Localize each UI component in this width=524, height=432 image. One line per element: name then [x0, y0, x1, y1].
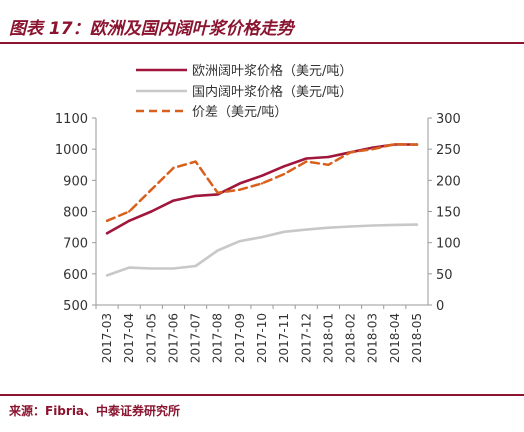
x-tick-label: 2017-10 — [255, 313, 269, 363]
left-tick-label: 800 — [63, 206, 88, 221]
data-point-0 — [105, 232, 109, 235]
series-line-2 — [105, 142, 419, 223]
data-point-1 — [327, 226, 330, 229]
data-point-0 — [238, 182, 242, 185]
data-point-2 — [393, 142, 396, 146]
data-point-0 — [260, 174, 264, 177]
data-point-1 — [194, 264, 197, 268]
data-point-2 — [282, 172, 286, 176]
data-point-0 — [172, 199, 175, 202]
data-point-2 — [194, 160, 197, 163]
left-tick-label: 1000 — [55, 143, 88, 158]
data-point-1 — [238, 239, 242, 243]
data-point-2 — [105, 219, 109, 223]
data-point-2 — [238, 188, 242, 191]
left-tick-label: 600 — [63, 268, 88, 283]
x-tick-label: 2017-08 — [211, 313, 225, 363]
figure-header: 图表 17：欧洲及国内阔叶浆价格走势 — [0, 0, 524, 44]
data-point-1 — [216, 249, 219, 252]
x-tick-label: 2018-01 — [321, 313, 335, 363]
x-tick-label: 2017-03 — [100, 313, 114, 363]
data-point-1 — [282, 230, 286, 233]
data-point-2 — [415, 143, 419, 147]
x-tick-label: 2018-05 — [410, 313, 424, 363]
right-tick-label: 50 — [436, 268, 453, 283]
data-point-2 — [172, 166, 175, 170]
data-point-2 — [349, 151, 352, 154]
legend-label: 价差（美元/吨） — [192, 105, 287, 120]
x-tick-label: 2017-11 — [277, 313, 291, 363]
data-point-1 — [150, 267, 153, 270]
data-point-1 — [415, 223, 419, 226]
right-tick-label: 250 — [436, 143, 461, 158]
data-point-2 — [305, 160, 308, 163]
left-tick-label: 500 — [63, 299, 88, 314]
x-tick-label: 2018-04 — [388, 313, 402, 363]
data-point-1 — [349, 225, 352, 228]
source-rule — [0, 394, 524, 396]
data-point-2 — [216, 191, 219, 194]
data-point-1 — [305, 228, 308, 231]
data-point-1 — [393, 223, 396, 227]
price-line-chart: 500 600 700 800 900 1000 1100 0 50 100 150 200 250 30… — [55, 63, 461, 363]
title-rule — [0, 42, 524, 44]
data-point-2 — [327, 163, 330, 166]
data-point-0 — [327, 155, 330, 159]
right-tick-label: 150 — [436, 206, 461, 221]
data-point-0 — [282, 165, 286, 168]
data-point-0 — [194, 194, 197, 198]
data-point-0 — [150, 210, 153, 213]
series-line-1 — [105, 223, 419, 277]
legend-label: 国内阔叶浆价格（美元/吨） — [192, 84, 352, 100]
x-tick-label: 2017-12 — [299, 313, 313, 363]
left-tick-label: 700 — [63, 237, 88, 252]
x-tick-label: 2017-07 — [189, 313, 203, 363]
data-point-2 — [260, 182, 264, 185]
right-tick-label: 0 — [436, 299, 444, 314]
data-point-1 — [260, 235, 264, 239]
figure-title: 图表 17：欧洲及国内阔叶浆价格走势 — [9, 19, 294, 39]
data-point-0 — [128, 219, 131, 223]
x-tick-label: 2018-02 — [344, 313, 358, 363]
x-tick-label: 2017-04 — [122, 313, 136, 363]
source-note: 来源：Fibria、中泰证券研究所 — [9, 404, 181, 418]
data-point-1 — [172, 267, 175, 270]
legend-label: 欧洲阔叶浆价格（美元/吨） — [192, 63, 352, 79]
x-tick-label: 2017-05 — [144, 313, 158, 363]
data-point-1 — [128, 266, 131, 269]
data-point-0 — [305, 157, 308, 160]
data-point-2 — [371, 147, 374, 151]
x-tick-label: 2018-03 — [366, 313, 380, 363]
data-point-1 — [105, 274, 109, 277]
data-point-2 — [150, 188, 153, 191]
x-tick-label: 2017-06 — [166, 313, 180, 363]
right-tick-label: 200 — [436, 174, 461, 189]
data-point-1 — [371, 224, 374, 227]
right-tick-label: 300 — [436, 112, 461, 127]
data-point-2 — [128, 210, 131, 213]
left-tick-label: 900 — [63, 174, 88, 189]
left-tick-label: 1100 — [55, 112, 88, 127]
right-tick-label: 100 — [436, 237, 461, 252]
x-tick-label: 2017-09 — [233, 313, 247, 363]
